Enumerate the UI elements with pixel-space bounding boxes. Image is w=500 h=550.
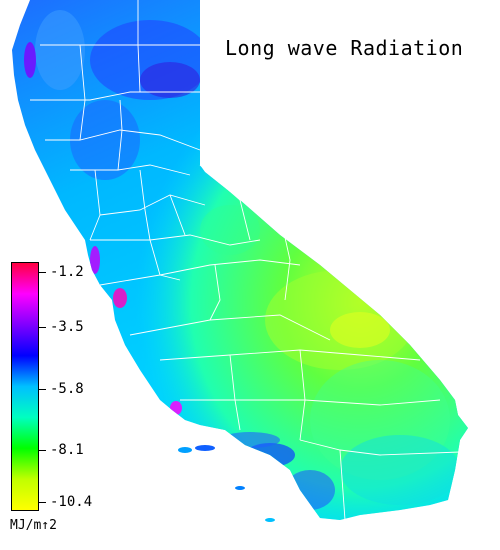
legend-tick bbox=[38, 272, 46, 273]
legend-tick-label: -10.4 bbox=[50, 494, 93, 510]
islands bbox=[178, 445, 275, 522]
legend-tick bbox=[38, 327, 46, 328]
legend-tick bbox=[38, 502, 46, 503]
color-legend-bar bbox=[11, 262, 39, 511]
legend-unit-label: MJ/m↑2 bbox=[10, 518, 57, 533]
county-boundaries bbox=[30, 0, 461, 521]
legend-tick-label: -1.2 bbox=[50, 264, 84, 280]
legend-tick-label: -8.1 bbox=[50, 442, 84, 458]
map-title: Long wave Radiation bbox=[225, 36, 464, 60]
legend-tick-label: -5.8 bbox=[50, 381, 84, 397]
legend-tick bbox=[38, 389, 46, 390]
legend-tick bbox=[38, 450, 46, 451]
legend-tick-label: -3.5 bbox=[50, 319, 84, 335]
